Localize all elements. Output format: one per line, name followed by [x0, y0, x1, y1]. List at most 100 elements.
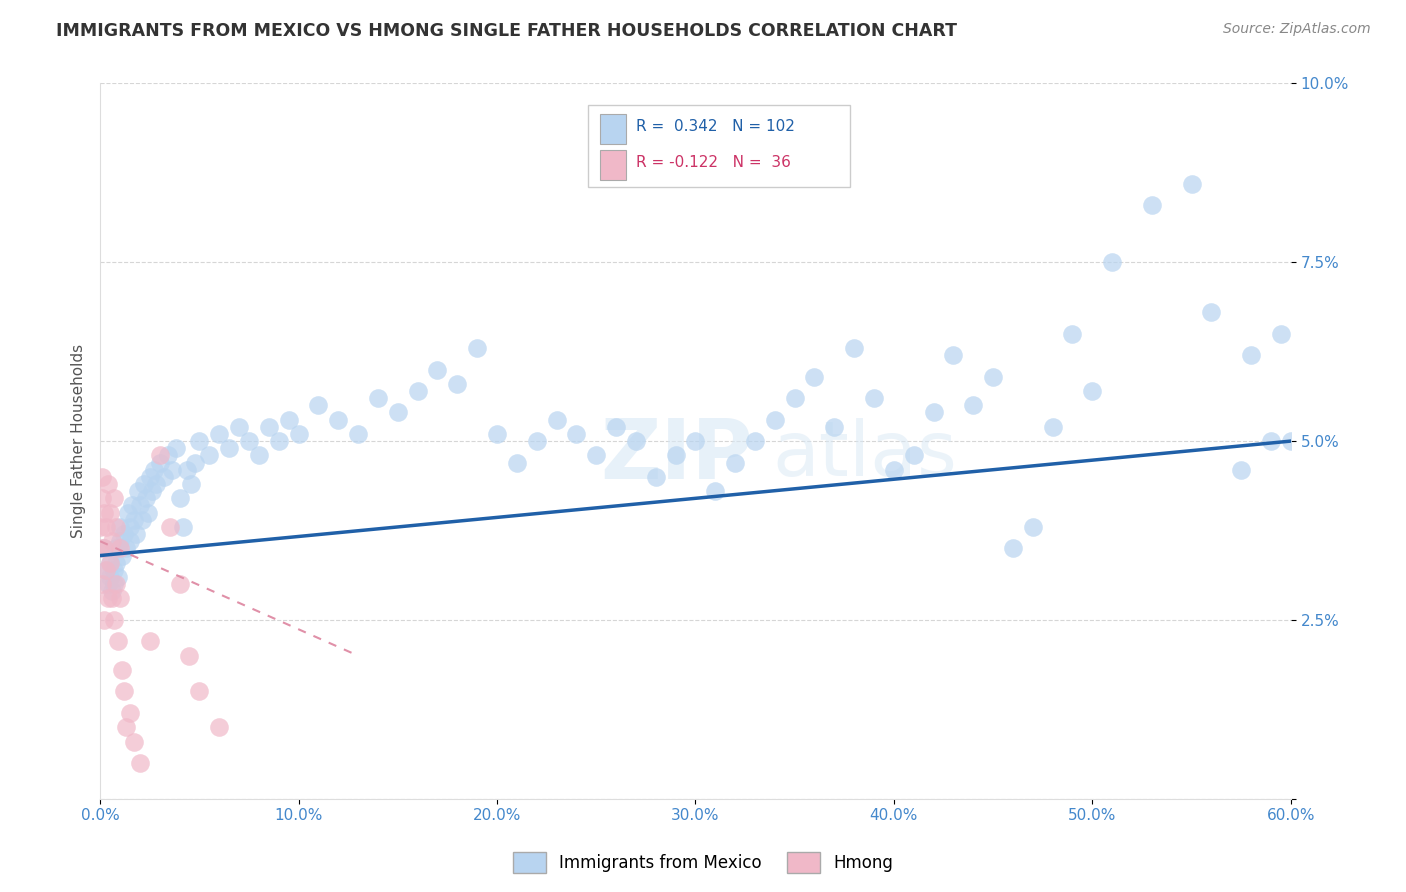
Point	[465, 341, 488, 355]
Point	[117, 506, 139, 520]
Point	[93, 506, 115, 520]
Point	[103, 491, 125, 506]
Point	[132, 477, 155, 491]
Point	[108, 534, 131, 549]
Point	[131, 513, 153, 527]
Point	[367, 391, 389, 405]
Point	[247, 449, 270, 463]
Point	[188, 684, 211, 698]
Point	[605, 419, 627, 434]
Point	[138, 470, 160, 484]
Point	[1001, 541, 1024, 556]
Point	[142, 463, 165, 477]
Point	[112, 684, 135, 698]
Point	[1270, 326, 1292, 341]
Point	[208, 720, 231, 734]
Point	[823, 419, 845, 434]
Point	[89, 520, 111, 534]
Point	[1062, 326, 1084, 341]
Point	[1230, 463, 1253, 477]
Point	[664, 449, 686, 463]
Point	[118, 706, 141, 720]
Text: R = -0.122   N =  36: R = -0.122 N = 36	[636, 154, 790, 169]
Point	[1101, 255, 1123, 269]
Point	[128, 756, 150, 770]
Point	[98, 556, 121, 570]
Point	[108, 520, 131, 534]
Point	[93, 541, 115, 556]
Point	[347, 426, 370, 441]
Point	[526, 434, 548, 449]
Text: IMMIGRANTS FROM MEXICO VS HMONG SINGLE FATHER HOUSEHOLDS CORRELATION CHART: IMMIGRANTS FROM MEXICO VS HMONG SINGLE F…	[56, 22, 957, 40]
Point	[546, 412, 568, 426]
Point	[105, 577, 128, 591]
Point	[141, 484, 163, 499]
Point	[122, 734, 145, 748]
Point	[328, 412, 350, 426]
Point	[176, 463, 198, 477]
Point	[506, 456, 529, 470]
Point	[267, 434, 290, 449]
Point	[101, 591, 124, 606]
Point	[406, 384, 429, 398]
Point	[228, 419, 250, 434]
Point	[238, 434, 260, 449]
Point	[803, 369, 825, 384]
Point	[91, 491, 114, 506]
Point	[128, 499, 150, 513]
Point	[180, 477, 202, 491]
Point	[485, 426, 508, 441]
Point	[97, 577, 120, 591]
Point	[184, 456, 207, 470]
Point	[115, 541, 138, 556]
Point	[118, 520, 141, 534]
Point	[783, 391, 806, 405]
Text: Source: ZipAtlas.com: Source: ZipAtlas.com	[1223, 22, 1371, 37]
Point	[108, 591, 131, 606]
Point	[903, 449, 925, 463]
Point	[122, 513, 145, 527]
Point	[111, 549, 134, 563]
Point	[1081, 384, 1104, 398]
Point	[1279, 434, 1302, 449]
Point	[165, 442, 187, 456]
Point	[763, 412, 786, 426]
Point	[149, 456, 172, 470]
Point	[98, 556, 121, 570]
Point	[93, 613, 115, 627]
Point	[208, 426, 231, 441]
Point	[149, 449, 172, 463]
Point	[112, 527, 135, 541]
Point	[426, 362, 449, 376]
Point	[138, 634, 160, 648]
Point	[94, 520, 117, 534]
Point	[111, 663, 134, 677]
Point	[127, 484, 149, 499]
Point	[257, 419, 280, 434]
Point	[169, 491, 191, 506]
Point	[115, 720, 138, 734]
FancyBboxPatch shape	[588, 105, 851, 187]
Point	[98, 506, 121, 520]
Point	[1140, 198, 1163, 212]
Point	[387, 405, 409, 419]
Point	[1022, 520, 1045, 534]
Point	[118, 534, 141, 549]
Point	[156, 449, 179, 463]
Point	[101, 584, 124, 599]
Point	[1042, 419, 1064, 434]
Point	[981, 369, 1004, 384]
Point	[107, 570, 129, 584]
Point	[103, 563, 125, 577]
Point	[446, 376, 468, 391]
Point	[179, 648, 201, 663]
Text: ZIP: ZIP	[600, 415, 752, 496]
Point	[565, 426, 588, 441]
Point	[277, 412, 299, 426]
Point	[1201, 305, 1223, 319]
Point	[922, 405, 945, 419]
FancyBboxPatch shape	[600, 114, 626, 145]
Point	[685, 434, 707, 449]
Point	[287, 426, 309, 441]
Point	[101, 534, 124, 549]
